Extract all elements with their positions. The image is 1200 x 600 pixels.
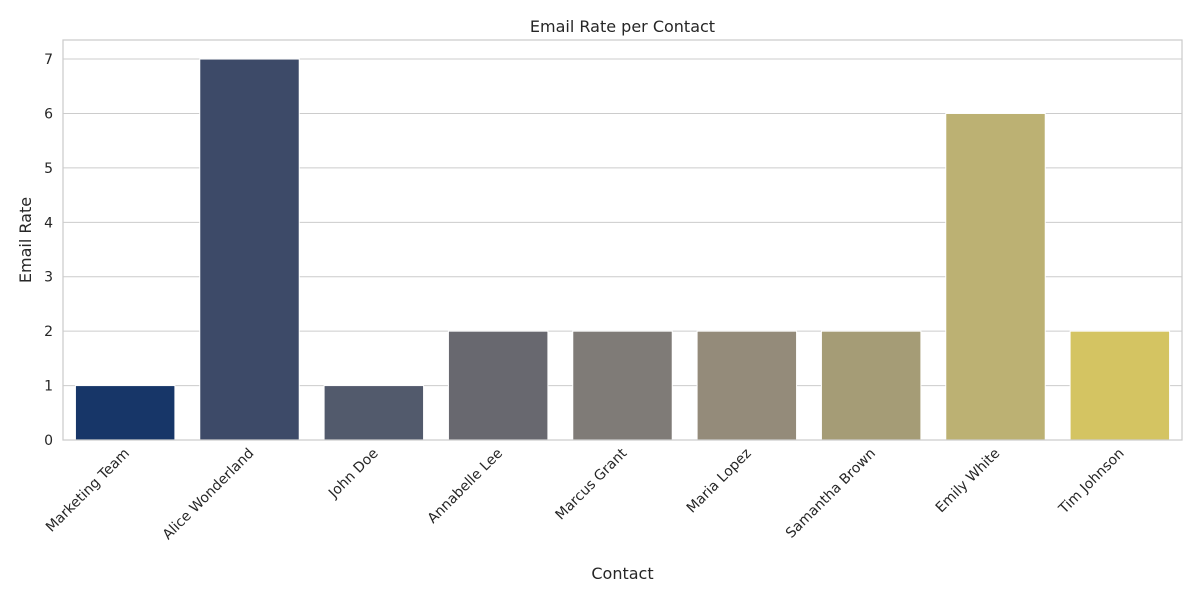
bar-marketing-team [74, 385, 176, 441]
y-tick-label: 4 [44, 215, 53, 231]
x-tick-label: Marcus Grant [553, 445, 631, 523]
bar-annabelle-lee [447, 330, 549, 441]
bar-john-doe [323, 385, 425, 441]
y-tick-label: 2 [44, 324, 53, 340]
x-tick-label: Tim Johnson [1055, 446, 1127, 518]
x-tick-label: Alice Wonderland [160, 446, 258, 544]
bar-maria-lopez [696, 330, 798, 441]
y-tick-label: 6 [44, 106, 53, 122]
y-tick-label: 3 [44, 270, 53, 286]
bars [74, 58, 1171, 441]
y-tick-label: 5 [44, 161, 53, 177]
plot-frame [62, 39, 1183, 441]
bar-tim-johnson [1069, 330, 1171, 441]
bar-emily-white [945, 112, 1046, 441]
x-axis-label: Contact [591, 564, 653, 583]
x-axis-ticks: Marketing Team Alice Wonderland John Doe An… [43, 445, 1128, 543]
y-axis-ticks: 0 1 2 3 4 5 6 7 [44, 52, 53, 449]
x-tick-label: Emily White [933, 446, 1004, 517]
bar-alice-wonderland [199, 58, 300, 441]
x-tick-label: Annabelle Lee [425, 446, 506, 527]
bar-samantha-brown [820, 330, 922, 441]
y-axis-label: Email Rate [16, 197, 35, 283]
x-tick-label: Samantha Brown [783, 446, 879, 542]
x-tick-label: Maria Lopez [684, 446, 755, 517]
x-tick-label: John Doe [325, 446, 381, 502]
y-tick-label: 0 [44, 433, 53, 449]
chart-title: Email Rate per Contact [530, 17, 715, 36]
x-tick-label: Marketing Team [43, 446, 133, 536]
bar-marcus-grant [572, 330, 673, 441]
y-tick-label: 1 [44, 379, 53, 395]
y-tick-label: 7 [44, 52, 53, 68]
